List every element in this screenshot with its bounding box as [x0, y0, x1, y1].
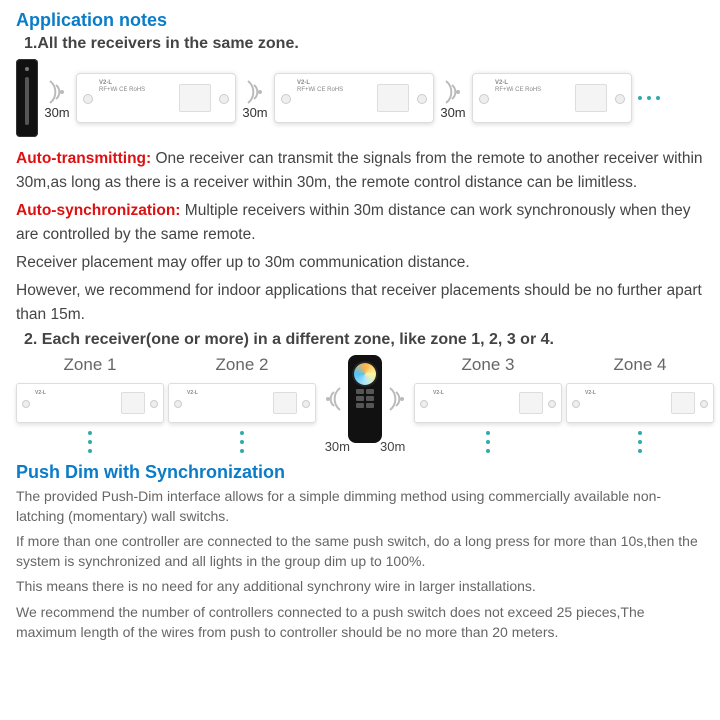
wifi-arcs-icon — [242, 77, 268, 107]
zone-3-col: Zone 3 V2-L — [414, 355, 562, 453]
receiver-2: V2-LRF+Wi CE RoHS — [274, 73, 434, 123]
receiver-z1: V2-L — [16, 383, 164, 423]
push-dim-p3: This means there is no need for any addi… — [16, 577, 704, 597]
distance-right: 30m — [380, 439, 405, 454]
continuation-dots-v — [486, 431, 490, 453]
continuation-dots-v — [240, 431, 244, 453]
receiver-z3: V2-L — [414, 383, 562, 423]
push-dim-p1: The provided Push-Dim interface allows f… — [16, 487, 704, 526]
remote-thin-icon — [16, 59, 38, 137]
signal-3: 30m — [440, 77, 466, 120]
wifi-arcs-icon — [440, 77, 466, 107]
diagram-zones: Zone 1 V2-L Zone 2 V2-L 30m — [16, 355, 704, 454]
receiver-1: V2-LRF+Wi CE RoHS — [76, 73, 236, 123]
remote-middle-col: 30m 30m — [320, 355, 410, 454]
signal-2: 30m — [242, 77, 268, 120]
zone-label: Zone 1 — [64, 355, 117, 375]
distance-label: 30m — [44, 105, 69, 120]
wifi-arcs-left-icon — [320, 384, 346, 414]
push-dim-p4: We recommend the number of controllers c… — [16, 603, 704, 642]
placement-para-1: Receiver placement may offer up to 30m c… — [16, 251, 704, 275]
auto-transmitting-para: Auto-transmitting: One receiver can tran… — [16, 147, 704, 195]
wifi-arcs-right-icon — [384, 384, 410, 414]
continuation-dots-v — [88, 431, 92, 453]
receiver-3: V2-LRF+Wi CE RoHS — [472, 73, 632, 123]
continuation-dots — [638, 96, 660, 100]
receiver-z4: V2-L — [566, 383, 714, 423]
continuation-dots-v — [638, 431, 642, 453]
remote-wide-icon — [348, 355, 382, 443]
signal-1: 30m — [44, 77, 70, 120]
zone-4-col: Zone 4 V2-L — [566, 355, 714, 453]
zone-label: Zone 4 — [614, 355, 667, 375]
item-1-heading: 1.All the receivers in the same zone. — [24, 35, 704, 53]
zone-label: Zone 2 — [216, 355, 269, 375]
placement-para-2: However, we recommend for indoor applica… — [16, 279, 704, 327]
distance-left: 30m — [325, 439, 350, 454]
auto-sync-para: Auto-synchronization: Multiple receivers… — [16, 199, 704, 247]
item-2-heading: 2. Each receiver(one or more) in a diffe… — [24, 331, 704, 349]
push-dim-title: Push Dim with Synchronization — [16, 462, 704, 483]
distance-label: 30m — [440, 105, 465, 120]
zone-1-col: Zone 1 V2-L — [16, 355, 164, 453]
zone-label: Zone 3 — [462, 355, 515, 375]
zone-2-col: Zone 2 V2-L — [168, 355, 316, 453]
push-dim-section: Push Dim with Synchronization The provid… — [16, 462, 704, 642]
application-notes-title: Application notes — [16, 10, 704, 31]
wifi-arcs-icon — [44, 77, 70, 107]
distance-label: 30m — [242, 105, 267, 120]
receiver-z2: V2-L — [168, 383, 316, 423]
push-dim-p2: If more than one controller are connecte… — [16, 532, 704, 571]
diagram-same-zone: 30m V2-LRF+Wi CE RoHS 30m V2-LRF+Wi CE R… — [16, 59, 704, 137]
